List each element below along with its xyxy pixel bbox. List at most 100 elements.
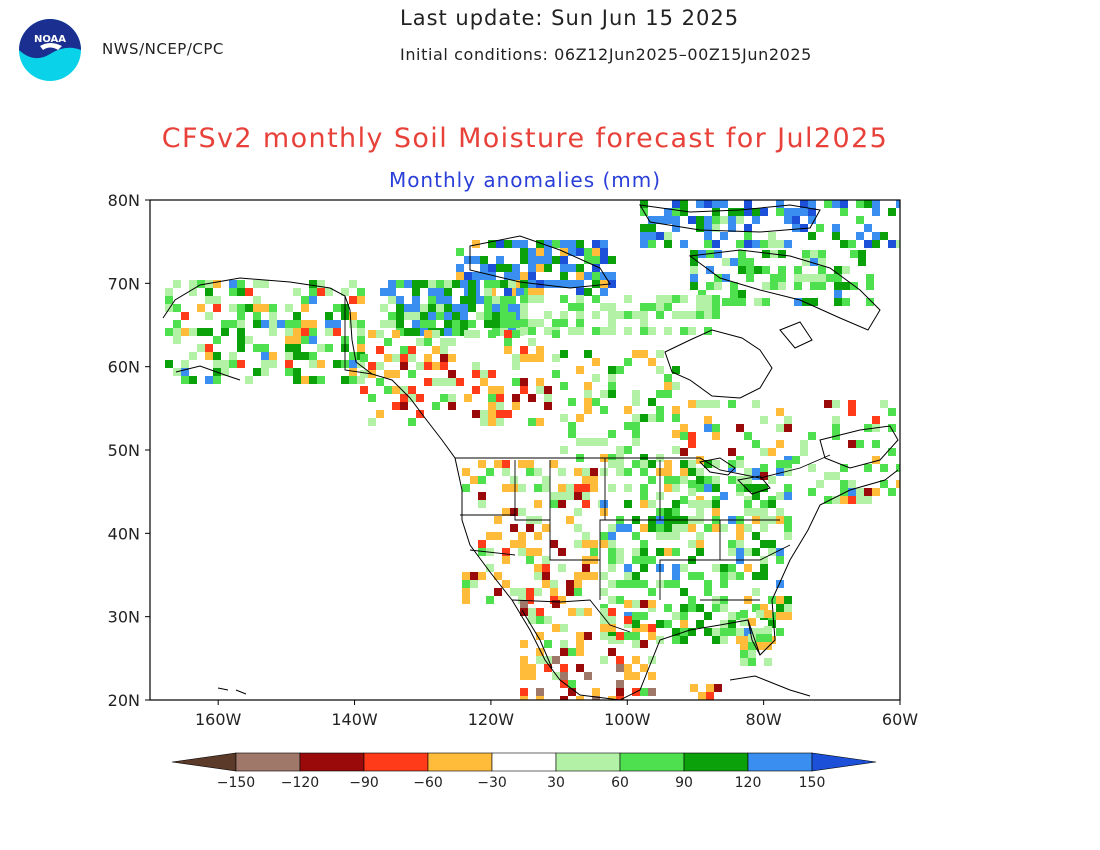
anomaly-cell [736, 540, 744, 548]
anomaly-cell [492, 320, 500, 328]
anomaly-cell [608, 303, 616, 311]
anomaly-cell [520, 672, 528, 680]
anomaly-cell [536, 386, 544, 394]
anomaly-cell [566, 492, 574, 500]
anomaly-cell [784, 524, 792, 532]
colorbar-segment [491, 752, 557, 772]
anomaly-cell [542, 564, 550, 572]
anomaly-cell [690, 250, 698, 258]
anomaly-cell [648, 232, 656, 240]
anomaly-cell [404, 280, 412, 288]
anomaly-cell [592, 240, 600, 248]
anomaly-cell [165, 296, 173, 304]
anomaly-cell [528, 280, 536, 288]
anomaly-cell [800, 440, 808, 448]
anomaly-cell [872, 488, 880, 496]
anomaly-cell [768, 540, 776, 548]
anomaly-cell [784, 612, 792, 620]
anomaly-cell [840, 496, 848, 504]
anomaly-cell [360, 370, 368, 378]
anomaly-cell [808, 488, 816, 496]
anomaly-cell [552, 370, 560, 378]
anomaly-cell [576, 414, 584, 422]
anomaly-cell [293, 288, 301, 296]
anomaly-cell [317, 360, 325, 368]
anomaly-cell [664, 548, 672, 556]
anomaly-cell [380, 288, 388, 296]
anomaly-cell [720, 636, 728, 644]
anomaly-cell [592, 696, 600, 700]
anomaly-cell [616, 632, 624, 640]
anomaly-cell [608, 311, 616, 319]
anomaly-cell [520, 295, 528, 303]
anomaly-cell [592, 264, 600, 272]
anomaly-cell [640, 327, 648, 335]
anomaly-cell [293, 320, 301, 328]
anomaly-cell [748, 642, 756, 650]
anomaly-cell [197, 280, 205, 288]
anomaly-cell [696, 532, 704, 540]
anomaly-cell [496, 402, 504, 410]
anomaly-cell [462, 580, 470, 588]
anomaly-cell [237, 288, 245, 296]
anomaly-cell [616, 548, 624, 556]
anomaly-cell [624, 446, 632, 454]
anomaly-cell [560, 295, 568, 303]
anomaly-cell [518, 484, 526, 492]
anomaly-cell [648, 524, 656, 532]
anomaly-cell [488, 418, 496, 426]
anomaly-cell [460, 312, 468, 320]
anomaly-cell [712, 476, 720, 484]
anomaly-cell [752, 548, 760, 556]
anomaly-cell [500, 312, 508, 320]
anomaly-cell [213, 376, 221, 384]
anomaly-cell [558, 492, 566, 500]
anomaly-cell [624, 672, 632, 680]
anomaly-cell [229, 280, 237, 288]
anomaly-cell [840, 464, 848, 472]
anomaly-cell [520, 354, 528, 362]
anomaly-cell [325, 288, 333, 296]
anomaly-cell [349, 296, 357, 304]
anomaly-cell [400, 386, 408, 394]
anomaly-cell [776, 628, 784, 636]
anomaly-cell [534, 564, 542, 572]
anomaly-cell [752, 604, 760, 612]
anomaly-cell [261, 344, 269, 352]
anomaly-cell [608, 272, 616, 280]
anomaly-cell [656, 548, 664, 556]
anomaly-cell [656, 532, 664, 540]
anomaly-cell [608, 327, 616, 335]
anomaly-cell [392, 330, 400, 338]
anomaly-cell [237, 344, 245, 352]
anomaly-cell [566, 516, 574, 524]
anomaly-cell [600, 508, 608, 516]
anomaly-cell [632, 422, 640, 430]
anomaly-cell [624, 358, 632, 366]
anomaly-cell [526, 468, 534, 476]
anomaly-cell [688, 460, 696, 468]
anomaly-cell [616, 696, 624, 700]
anomaly-cell [784, 460, 792, 468]
anomaly-cell [189, 280, 197, 288]
anomaly-cell [616, 460, 624, 468]
colorbar-label: 120 [735, 775, 762, 791]
anomaly-cell [428, 312, 436, 320]
anomaly-cell [744, 628, 752, 636]
anomaly-cell [502, 468, 510, 476]
anomaly-cell [656, 295, 664, 303]
anomaly-cell [285, 336, 293, 344]
anomaly-cell [448, 338, 456, 346]
anomaly-cell [576, 319, 584, 327]
anomaly-cell [824, 496, 832, 504]
colorbar-label: 90 [675, 775, 693, 791]
anomaly-cell [582, 500, 590, 508]
anomaly-cell [552, 354, 560, 362]
anomaly-cell [672, 636, 680, 644]
anomaly-cell [574, 508, 582, 516]
anomaly-cell [349, 360, 357, 368]
anomaly-cell [640, 200, 648, 208]
anomaly-cell [792, 208, 800, 216]
anomaly-cell [520, 688, 528, 696]
anomaly-cell [528, 288, 536, 296]
